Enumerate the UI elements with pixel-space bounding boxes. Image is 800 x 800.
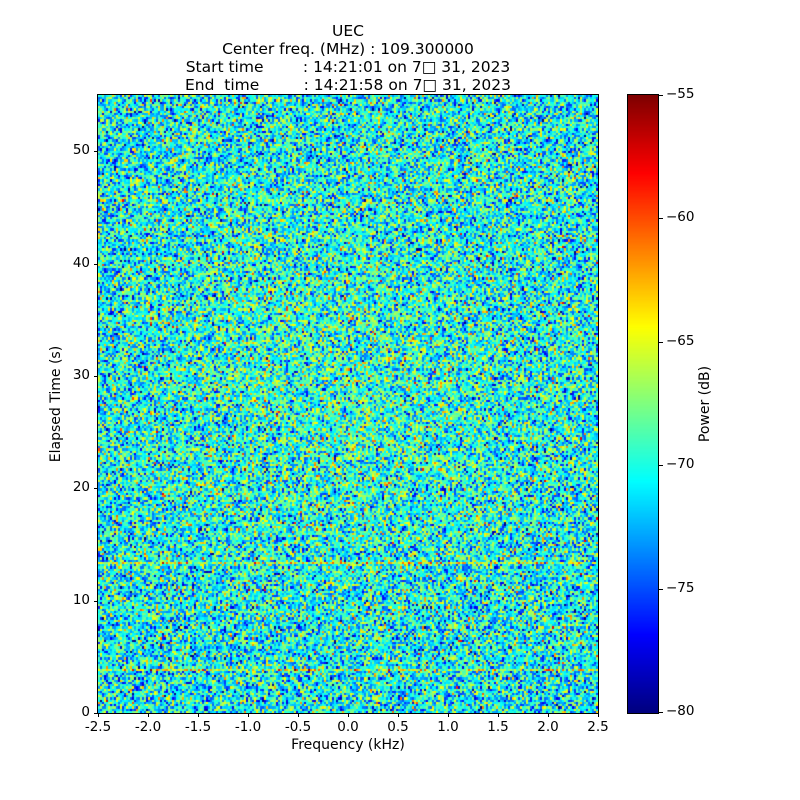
x-tick-mark — [598, 713, 599, 717]
y-tick-label: 0 — [81, 704, 90, 720]
y-tick-mark — [94, 601, 98, 602]
x-tick-label: 0.5 — [387, 719, 409, 735]
x-tick-label: -2.0 — [134, 719, 162, 735]
colorbar-tick-mark — [659, 712, 663, 713]
x-tick-mark — [298, 713, 299, 717]
x-tick-mark — [348, 713, 349, 717]
x-tick-mark — [548, 713, 549, 717]
y-tick-label: 40 — [72, 255, 90, 271]
colorbar-tick-label: −75 — [666, 580, 695, 596]
x-tick-label: -1.0 — [234, 719, 262, 735]
y-axis-label: Elapsed Time (s) — [48, 345, 64, 463]
colorbar-tick-label: −55 — [666, 86, 695, 102]
y-tick-mark — [94, 151, 98, 152]
colorbar-tick-mark — [659, 465, 663, 466]
y-tick-label: 20 — [72, 479, 90, 495]
x-tick-mark — [498, 713, 499, 717]
x-tick-mark — [148, 713, 149, 717]
colorbar-canvas — [628, 95, 658, 713]
colorbar-tick-mark — [659, 342, 663, 343]
colorbar-tick-mark — [659, 218, 663, 219]
spectrogram-canvas — [98, 95, 598, 713]
end-time-line: End time : 14:21:58 on 7□ 31, 2023 — [184, 76, 512, 94]
colorbar-tick-label: −60 — [666, 209, 695, 225]
x-tick-label: 2.5 — [587, 719, 609, 735]
colorbar-tick-label: −65 — [666, 333, 695, 349]
start-time-line: Start time : 14:21:01 on 7□ 31, 2023 — [185, 58, 511, 76]
x-tick-label: 2.0 — [537, 719, 559, 735]
colorbar-tick-label: −80 — [666, 703, 695, 719]
x-tick-label: -2.5 — [84, 719, 112, 735]
colorbar — [627, 94, 659, 714]
colorbar-tick-mark — [659, 589, 663, 590]
x-tick-mark — [248, 713, 249, 717]
x-tick-mark — [98, 713, 99, 717]
plot-area — [97, 94, 599, 714]
center-freq-line: Center freq. (MHz) : 109.300000 — [222, 40, 474, 58]
colorbar-label: Power (dB) — [697, 365, 713, 443]
y-tick-label: 10 — [72, 592, 90, 608]
y-tick-mark — [94, 713, 98, 714]
x-tick-label: 1.0 — [437, 719, 459, 735]
y-tick-mark — [94, 488, 98, 489]
y-tick-label: 30 — [72, 367, 90, 383]
x-tick-label: -0.5 — [284, 719, 312, 735]
x-tick-mark — [398, 713, 399, 717]
x-tick-label: 1.5 — [487, 719, 509, 735]
x-tick-label: -1.5 — [184, 719, 212, 735]
x-tick-mark — [198, 713, 199, 717]
y-tick-label: 50 — [72, 142, 90, 158]
x-tick-label: 0.0 — [337, 719, 359, 735]
y-tick-mark — [94, 376, 98, 377]
x-tick-mark — [448, 713, 449, 717]
y-tick-mark — [94, 264, 98, 265]
chart-title: UEC — [332, 22, 364, 40]
colorbar-tick-label: −70 — [666, 456, 695, 472]
x-axis-label: Frequency (kHz) — [291, 737, 405, 753]
colorbar-tick-mark — [659, 95, 663, 96]
